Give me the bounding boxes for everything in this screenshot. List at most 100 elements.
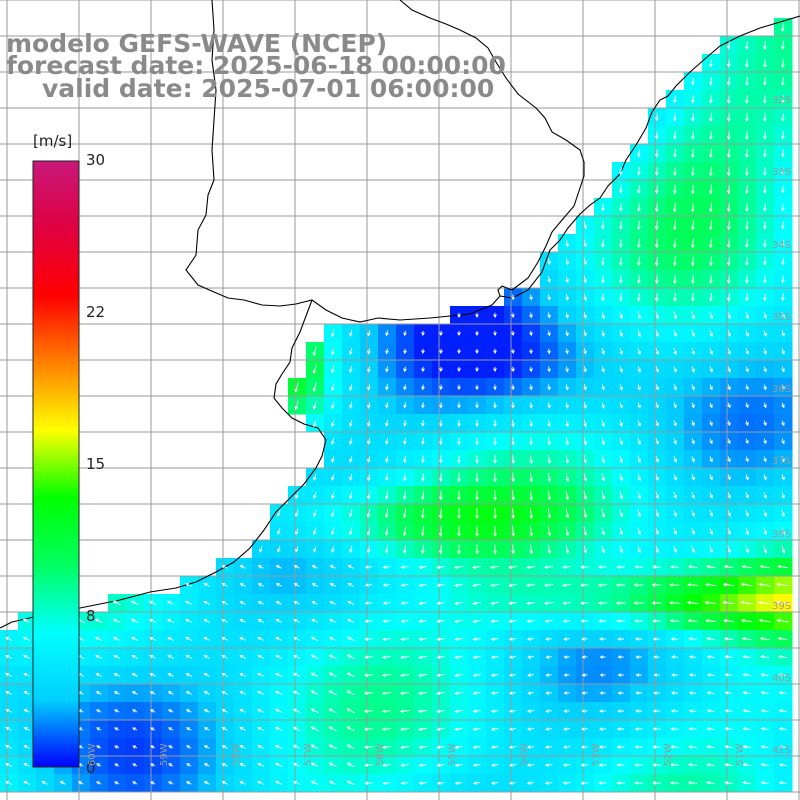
wind-arrow bbox=[691, 545, 696, 554]
wind-arrow bbox=[709, 347, 713, 355]
wind-arrow bbox=[672, 220, 677, 231]
wind-arrow bbox=[454, 583, 463, 588]
wind-arrow bbox=[619, 293, 623, 302]
wind-arrow bbox=[490, 601, 499, 606]
wind-arrow bbox=[619, 545, 624, 554]
wind-arrow bbox=[529, 366, 533, 373]
wind-arrow bbox=[475, 507, 479, 520]
wind-arrow bbox=[274, 708, 283, 714]
wind-arrow bbox=[672, 292, 677, 303]
wind-arrow bbox=[547, 437, 552, 446]
wind-arrow bbox=[583, 455, 588, 464]
wind-arrow bbox=[601, 490, 606, 500]
wind-arrow bbox=[366, 545, 371, 554]
wind-arrow bbox=[637, 365, 641, 373]
wind-arrow bbox=[508, 781, 517, 785]
wind-arrow bbox=[673, 456, 677, 463]
wind-arrow bbox=[203, 673, 210, 677]
wind-arrow bbox=[781, 275, 785, 284]
wind-arrow bbox=[310, 744, 319, 750]
wind-arrow bbox=[239, 763, 246, 767]
wind-arrow bbox=[330, 365, 335, 374]
wind-arrow bbox=[652, 781, 662, 785]
wind-arrow bbox=[726, 220, 731, 231]
wind-arrow bbox=[636, 184, 641, 194]
wind-arrow bbox=[329, 565, 336, 569]
wind-arrow bbox=[781, 239, 785, 248]
wind-arrow bbox=[330, 383, 335, 392]
wind-arrow bbox=[330, 401, 335, 410]
wind-arrow bbox=[565, 401, 569, 409]
wind-arrow bbox=[149, 709, 156, 713]
wind-arrow bbox=[457, 312, 461, 319]
wind-arrow bbox=[328, 708, 337, 714]
wind-arrow bbox=[471, 565, 482, 570]
wind-arrow bbox=[475, 330, 479, 337]
wind-arrow bbox=[654, 220, 659, 231]
wind-arrow bbox=[547, 508, 552, 519]
wind-arrow bbox=[526, 727, 535, 731]
wind-arrow bbox=[203, 763, 210, 767]
wind-arrow bbox=[583, 275, 588, 284]
wind-arrow bbox=[655, 527, 660, 536]
wind-arrow bbox=[583, 330, 587, 337]
wind-arrow bbox=[439, 472, 443, 482]
wind-arrow bbox=[293, 601, 300, 605]
wind-arrow bbox=[744, 148, 749, 159]
wind-arrow bbox=[526, 583, 536, 588]
wind-arrow bbox=[727, 311, 732, 320]
wind-arrow bbox=[385, 437, 389, 445]
wind-arrow bbox=[221, 565, 228, 569]
wind-arrow bbox=[744, 275, 749, 284]
lat-label: 34S bbox=[772, 240, 792, 251]
wind-arrow bbox=[457, 525, 461, 537]
wind-arrow bbox=[760, 780, 769, 785]
wind-arrow bbox=[275, 601, 282, 605]
wind-arrow bbox=[23, 654, 31, 659]
wind-arrow bbox=[653, 673, 660, 677]
wind-arrow bbox=[185, 709, 192, 713]
wind-arrow bbox=[457, 472, 461, 483]
wind-arrow bbox=[709, 474, 713, 481]
wind-arrow bbox=[5, 709, 12, 713]
wind-arrow bbox=[381, 691, 392, 696]
wind-arrow bbox=[601, 473, 606, 482]
wind-arrow bbox=[511, 348, 515, 355]
wind-arrow bbox=[277, 546, 281, 553]
wind-arrow bbox=[565, 366, 569, 373]
wind-arrow bbox=[511, 402, 515, 409]
wind-arrow bbox=[672, 184, 677, 195]
colorbar-tick: 0 bbox=[86, 759, 96, 777]
wind-arrow bbox=[672, 131, 677, 140]
wind-arrow bbox=[544, 745, 553, 749]
wind-arrow bbox=[399, 673, 410, 678]
wind-arrow bbox=[257, 565, 264, 569]
wind-arrow bbox=[563, 691, 570, 695]
wind-arrow bbox=[5, 780, 13, 785]
wind-arrow bbox=[600, 257, 605, 266]
wind-arrow bbox=[600, 239, 605, 248]
wind-arrow bbox=[384, 508, 389, 519]
wind-arrow bbox=[601, 455, 606, 464]
wind-arrow bbox=[636, 256, 641, 267]
wind-arrow bbox=[454, 655, 463, 660]
wind-arrow bbox=[185, 781, 192, 785]
wind-arrow bbox=[347, 583, 354, 587]
wind-arrow bbox=[634, 565, 643, 569]
wind-arrow bbox=[601, 419, 606, 428]
wind-arrow bbox=[724, 744, 733, 749]
wind-arrow bbox=[565, 348, 569, 355]
wind-arrow bbox=[366, 508, 371, 518]
wind-arrow bbox=[726, 94, 731, 104]
lon-label: 59W bbox=[159, 743, 170, 766]
wind-arrow bbox=[637, 545, 642, 554]
wind-arrow bbox=[653, 655, 660, 659]
wind-arrow bbox=[457, 330, 461, 337]
wind-arrow bbox=[330, 347, 335, 356]
wind-arrow bbox=[475, 544, 479, 555]
wind-arrow bbox=[762, 148, 767, 158]
wind-arrow bbox=[221, 709, 228, 713]
wind-arrow bbox=[706, 709, 715, 713]
wind-arrow bbox=[598, 727, 607, 731]
